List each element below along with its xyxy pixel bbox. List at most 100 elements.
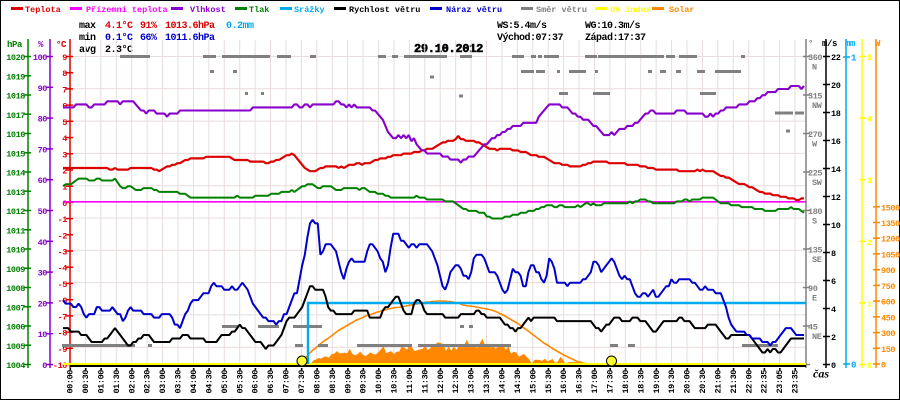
svg-text:90: 90 [38, 84, 48, 94]
svg-text:-1: -1 [58, 215, 68, 225]
svg-text:23:05: 23:05 [775, 370, 785, 394]
svg-text:°C: °C [56, 40, 67, 50]
svg-text:3: 3 [867, 176, 872, 186]
svg-text:SW: SW [812, 178, 823, 188]
svg-text:9: 9 [62, 53, 67, 63]
svg-text:2: 2 [831, 333, 836, 343]
svg-text:4: 4 [62, 134, 67, 144]
svg-text:03:30: 03:30 [174, 370, 184, 394]
svg-text:15:30: 15:30 [544, 370, 554, 394]
svg-text:0: 0 [831, 361, 836, 371]
svg-text:17:00: 17:00 [590, 370, 600, 394]
svg-text:10: 10 [38, 330, 48, 340]
svg-text:16:30: 16:30 [575, 370, 585, 394]
svg-text:avg: avg [79, 45, 96, 56]
svg-text:19:30: 19:30 [667, 370, 677, 394]
svg-text:1050: 1050 [881, 250, 900, 260]
svg-text:07:30: 07:30 [297, 370, 307, 394]
svg-text:21:00: 21:00 [714, 370, 724, 394]
svg-text:45: 45 [808, 323, 818, 333]
svg-text:čas: čas [813, 367, 829, 381]
svg-text:Vlhkost: Vlhkost [190, 5, 226, 15]
svg-text:06:30: 06:30 [266, 370, 276, 394]
svg-text:1011: 1011 [6, 226, 25, 236]
svg-text:4: 4 [867, 115, 872, 125]
svg-text:1350: 1350 [881, 219, 900, 229]
svg-text:900: 900 [881, 266, 895, 276]
svg-text:1011.6hPa: 1011.6hPa [165, 32, 215, 44]
svg-text:6: 6 [831, 277, 836, 287]
svg-text:300: 300 [881, 329, 895, 339]
svg-text:360: 360 [808, 53, 822, 63]
svg-text:225: 225 [808, 169, 822, 179]
svg-text:0: 0 [867, 361, 872, 371]
svg-text:05:30: 05:30 [235, 370, 245, 394]
svg-text:450: 450 [881, 313, 895, 323]
svg-text:Směr větru: Směr větru [536, 5, 587, 15]
svg-text:-6: -6 [58, 296, 68, 306]
svg-text:-7: -7 [58, 312, 68, 322]
svg-text:Solar: Solar [669, 5, 695, 15]
svg-text:4: 4 [831, 305, 836, 315]
svg-text:08:00: 08:00 [312, 370, 322, 394]
svg-text:-9: -9 [58, 345, 68, 355]
svg-text:1015: 1015 [6, 149, 25, 159]
svg-text:06:00: 06:00 [251, 370, 261, 394]
svg-text:21:30: 21:30 [729, 370, 739, 394]
svg-text:80: 80 [38, 115, 48, 125]
svg-text:1010: 1010 [6, 246, 25, 256]
svg-text:hPa: hPa [7, 40, 23, 50]
svg-text:09:30: 09:30 [359, 370, 369, 394]
svg-text:-8: -8 [58, 329, 68, 339]
svg-text:20: 20 [38, 299, 48, 309]
svg-text:4.1°C: 4.1°C [105, 20, 133, 32]
svg-text:%: % [38, 40, 44, 50]
svg-text:315: 315 [808, 92, 822, 102]
svg-text:05:00: 05:00 [220, 370, 230, 394]
svg-text:Rychlost větru: Rychlost větru [349, 5, 420, 15]
svg-text:Přízemní teplota: Přízemní teplota [86, 5, 168, 15]
svg-text:17:30: 17:30 [606, 370, 616, 394]
svg-text:18:00: 18:00 [621, 370, 631, 394]
svg-text:1009: 1009 [6, 265, 25, 275]
svg-text:14:30: 14:30 [513, 370, 523, 394]
svg-text:11:00: 11:00 [405, 370, 415, 394]
svg-text:02:00: 02:00 [127, 370, 137, 394]
svg-text:70: 70 [38, 145, 48, 155]
svg-text:13:00: 13:00 [467, 370, 477, 394]
svg-text:100: 100 [33, 53, 47, 63]
svg-text:03:00: 03:00 [158, 370, 168, 394]
svg-text:91%: 91% [140, 21, 157, 32]
svg-text:02:30: 02:30 [143, 370, 153, 394]
svg-text:1017: 1017 [6, 111, 25, 121]
svg-text:5: 5 [62, 118, 67, 128]
svg-text:2.3°C: 2.3°C [105, 44, 133, 56]
svg-text:0: 0 [62, 199, 67, 209]
svg-text:22:35: 22:35 [760, 370, 770, 394]
svg-text:29.10.2012: 29.10.2012 [414, 42, 483, 56]
svg-text:50: 50 [38, 207, 48, 217]
svg-text:-10: -10 [53, 361, 67, 371]
svg-text:1012: 1012 [6, 207, 25, 217]
svg-text:1: 1 [867, 299, 872, 309]
svg-text:09:00: 09:00 [343, 370, 353, 394]
svg-text:WS:5.4m/s: WS:5.4m/s [497, 20, 547, 32]
svg-text:0: 0 [881, 361, 886, 371]
svg-text:15:00: 15:00 [528, 370, 538, 394]
svg-text:150: 150 [881, 345, 895, 355]
svg-text:S: S [812, 217, 817, 227]
svg-text:12:00: 12:00 [436, 370, 446, 394]
svg-text:0.2mm: 0.2mm [226, 21, 254, 32]
svg-text:-4: -4 [58, 264, 68, 274]
svg-text:18: 18 [831, 109, 841, 119]
svg-text:-5: -5 [58, 280, 68, 290]
svg-text:40: 40 [38, 238, 48, 248]
svg-text:08:30: 08:30 [328, 370, 338, 394]
svg-text:04:30: 04:30 [204, 370, 214, 394]
svg-text:19:00: 19:00 [652, 370, 662, 394]
svg-text:-3: -3 [58, 248, 68, 258]
svg-text:°: ° [808, 39, 813, 49]
svg-text:SE: SE [812, 255, 822, 265]
svg-text:W: W [875, 39, 881, 49]
svg-text:mm: mm [845, 39, 856, 49]
